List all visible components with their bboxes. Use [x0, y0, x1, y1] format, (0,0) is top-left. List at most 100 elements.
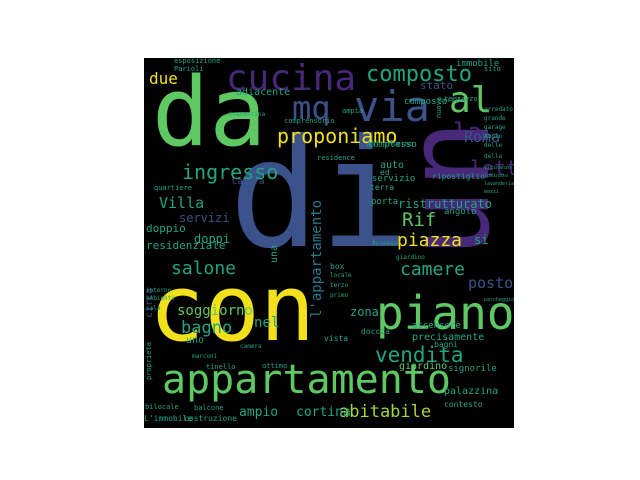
- word-cloud-canvas: di con da un appartamento cucina piano v…: [144, 58, 514, 428]
- word-locale: locale: [330, 272, 352, 279]
- word-parioli: Parioli: [174, 65, 204, 73]
- word-nel: nel: [254, 315, 280, 331]
- word-uno: uno: [186, 335, 205, 346]
- word-villa: Villa: [159, 194, 205, 212]
- word-bagni: bagni: [434, 340, 459, 349]
- word-ristrutturato: ristrutturato: [398, 197, 492, 211]
- word-al: al: [449, 80, 493, 121]
- word-adiacente: adiacente: [236, 87, 291, 98]
- word-roma: Roma: [464, 128, 501, 146]
- word-via: via: [354, 82, 430, 131]
- word-composto-small: composto: [404, 97, 448, 107]
- word-giardino-small: giardino: [396, 254, 425, 261]
- word-ampia: ampia: [342, 107, 364, 115]
- word-vendita: vendita: [375, 343, 464, 367]
- word-appartamento: appartamento: [162, 357, 451, 403]
- word-palazzina: palazzina: [444, 386, 499, 397]
- word-terra: terra: [370, 183, 395, 192]
- word-luminoso: luminoso: [484, 173, 509, 179]
- word-comprensorio: comprensorio: [284, 117, 335, 125]
- word-salone: salone: [171, 258, 237, 279]
- word-camera-cap: Camera: [232, 177, 265, 187]
- word-angolo: angolo: [444, 207, 477, 217]
- word-si: si: [474, 233, 489, 247]
- word-camera: camera: [240, 343, 262, 350]
- word-posto: posto: [468, 274, 514, 292]
- word-soggiorno: soggiorno: [177, 303, 253, 319]
- word-ampio-cap: Ampio: [484, 133, 503, 140]
- word-l-immobile: L'immobile: [144, 414, 193, 423]
- word-giardino: giardino: [399, 361, 448, 372]
- word-immobile: immobile: [456, 59, 500, 69]
- word-mezzi: mezzi: [484, 189, 500, 195]
- word-ripostiglio: ripostiglio: [432, 172, 485, 181]
- word-cucina: cucina: [226, 58, 357, 99]
- word-bagno: bagno: [181, 318, 233, 338]
- word-doppio: doppio: [146, 222, 186, 235]
- word-box: box: [330, 262, 345, 271]
- word-cortina: cortina: [296, 405, 351, 420]
- word-proponiamo: proponiamo: [277, 124, 398, 148]
- word-terzo: terzo: [330, 282, 349, 289]
- word-marconi: marconi: [192, 353, 218, 360]
- word-interno: interno: [146, 287, 172, 294]
- word-vicinanze: vicinanze: [484, 165, 512, 171]
- word-costruzione: costruzione: [184, 414, 237, 423]
- word-l-appartamento: l'appartamento: [309, 199, 325, 318]
- word-bilocale: bilocale: [145, 403, 179, 411]
- word-sala: sala: [146, 305, 161, 312]
- word-residence: residence: [317, 154, 355, 162]
- word-nuova: nuova: [435, 96, 443, 118]
- word-parcheggio: parcheggio: [484, 297, 514, 303]
- word-due: due: [149, 69, 178, 88]
- word-stato: stato: [420, 79, 454, 92]
- word-terrazzo: terrazzo: [444, 95, 478, 103]
- word-precisamente: precisamente: [412, 332, 485, 343]
- word-piazza: piazza: [397, 230, 463, 251]
- word-ascensore: ascensore: [412, 321, 461, 331]
- word-vista: vista: [324, 334, 349, 343]
- word-cortile: cortile: [440, 97, 466, 104]
- word-porta: porta: [371, 197, 399, 207]
- word-la: la: [453, 118, 482, 146]
- word-arredato: arredato: [484, 106, 513, 113]
- word-accesso: Accesso: [372, 240, 398, 247]
- word-primo: primo: [330, 292, 349, 299]
- word-da: da: [152, 58, 267, 168]
- word-camere: camere: [400, 259, 466, 280]
- word-sito: sito: [484, 65, 501, 73]
- word-rif: Rif: [402, 209, 437, 231]
- word-quartiere: quartiere: [154, 184, 192, 192]
- word-tinello: tinello: [206, 363, 236, 371]
- word-esposizione: esposizione: [174, 58, 221, 65]
- word-di: di: [229, 108, 410, 282]
- word-contesto: contesto: [444, 400, 483, 409]
- word-lavanderia: lavanderia: [484, 181, 514, 187]
- word-proprieta: proprieta: [145, 342, 153, 380]
- word-piano: piano: [376, 286, 514, 340]
- word-una: una: [269, 244, 280, 263]
- word-delle: delle: [484, 142, 503, 149]
- word-ottimo: ottimo: [262, 362, 288, 370]
- word-auto: auto: [380, 160, 405, 171]
- word-trenestina: trenestina: [229, 111, 266, 118]
- word-servizi: servizi: [179, 211, 230, 225]
- word-residenziale: residenziale: [146, 239, 226, 252]
- word-abitabile: abitabile: [339, 402, 432, 422]
- word-con: con: [149, 255, 316, 362]
- word-ambienti: ambienti: [146, 295, 175, 302]
- word-grande: grande: [484, 115, 506, 122]
- word-all-interno: All'interno: [367, 140, 414, 148]
- word-garage: garage: [484, 124, 506, 131]
- word-cloud: di con da un appartamento cucina piano v…: [144, 58, 514, 428]
- word-ampio: ampio: [239, 405, 279, 420]
- word-mq: mq: [292, 89, 331, 127]
- word-servizio: servizio: [372, 174, 416, 184]
- word-letto: letto: [470, 156, 514, 180]
- word-complesso: complesso: [368, 140, 417, 150]
- word-zona: zona: [350, 305, 379, 319]
- word-ingresso: ingresso: [182, 160, 279, 184]
- word-della: della: [484, 153, 503, 160]
- word-ed: ed: [380, 168, 390, 177]
- word-composto: composto: [366, 62, 472, 87]
